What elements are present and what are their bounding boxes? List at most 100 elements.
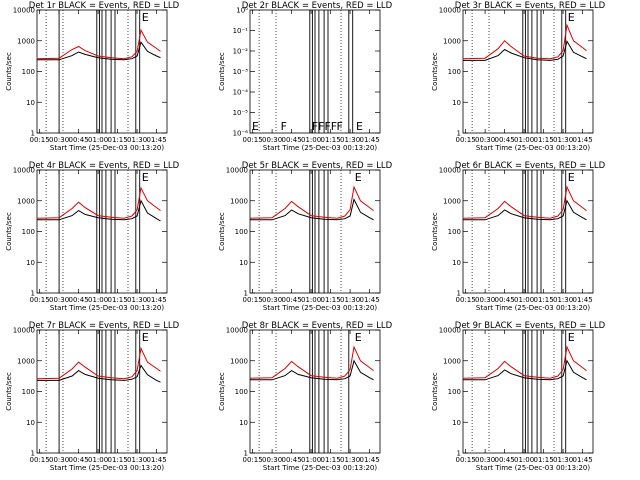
x-tick-label: 01:30: [340, 136, 360, 144]
x-tick-label: 00:30: [49, 296, 69, 304]
x-tick-label: 01:30: [553, 136, 573, 144]
x-axis-label: Start Time (25-Dec-03 00:13:20): [50, 144, 164, 152]
annotation-label: F: [281, 120, 287, 133]
x-tick-label: 01:30: [553, 456, 573, 464]
x-tick-label: 01:00: [88, 136, 108, 144]
y-axis-label: Counts/sec: [5, 372, 13, 411]
series-line-lld: [36, 186, 161, 219]
y-tick-label: 10⁻¹: [233, 27, 249, 35]
chart-title: Det 2r BLACK = Events, RED = LLD: [242, 1, 393, 11]
y-tick-label: 10000: [13, 327, 35, 335]
x-tick-label: 00:45: [495, 456, 515, 464]
y-tick-label: 100: [22, 68, 35, 76]
x-tick-label: 00:30: [475, 136, 495, 144]
y-tick-label: 1000: [17, 357, 35, 365]
x-tick-label: 00:45: [69, 456, 89, 464]
series-line-events: [463, 199, 587, 221]
x-tick-label: 00:15: [456, 456, 476, 464]
x-tick-label: 00:30: [475, 296, 495, 304]
x-tick-label: 01:45: [360, 296, 380, 304]
series-line-lld: [36, 346, 161, 380]
y-tick-label: 1000: [443, 357, 461, 365]
x-tick-label: 01:00: [88, 296, 108, 304]
y-tick-label: 10: [239, 419, 248, 427]
series-line-lld: [249, 185, 374, 219]
y-tick-label: 10: [452, 259, 461, 267]
y-tick-label: 10: [26, 419, 35, 427]
chart-panel-8: Det 8r BLACK = Events, RED = LLD 00:15 00:…: [218, 321, 393, 472]
series-line-events: [37, 199, 161, 222]
y-tick-label: 1: [457, 290, 461, 298]
x-tick-label: 00:30: [262, 456, 282, 464]
y-tick-label: 1: [31, 290, 35, 298]
x-tick-label: 00:45: [69, 136, 89, 144]
x-tick-label: 01:30: [127, 136, 147, 144]
chart-title: Det 7r BLACK = Events, RED = LLD: [29, 321, 180, 331]
series-line-events: [250, 359, 374, 381]
y-tick-label: 10: [452, 99, 461, 107]
series-line-events: [37, 364, 161, 383]
x-tick-label: 00:15: [243, 136, 263, 144]
x-tick-label: 01:15: [321, 296, 341, 304]
annotation-label: E: [252, 120, 259, 133]
y-tick-label: 1: [31, 450, 35, 458]
series-line-lld: [249, 345, 374, 379]
y-tick-label: 10000: [13, 167, 35, 175]
annotation-label: E: [142, 11, 149, 24]
y-tick-label: 1: [31, 130, 35, 138]
x-tick-label: 01:15: [108, 456, 128, 464]
y-tick-label: 10000: [439, 7, 461, 15]
y-tick-label: 10000: [226, 327, 248, 335]
x-tick-label: 01:15: [534, 296, 554, 304]
annotation-label: E: [568, 11, 575, 24]
x-tick-label: 00:45: [495, 136, 515, 144]
y-tick-label: 10000: [439, 327, 461, 335]
chart-title: Det 6r BLACK = Events, RED = LLD: [455, 161, 606, 171]
chart-title: Det 4r BLACK = Events, RED = LLD: [29, 161, 180, 171]
chart-title: Det 9r BLACK = Events, RED = LLD: [455, 321, 606, 331]
series-line-events: [37, 41, 161, 61]
annotation-label: E: [568, 331, 575, 344]
x-tick-label: 01:15: [534, 136, 554, 144]
y-tick-label: 10: [239, 259, 248, 267]
y-tick-label: 1000: [17, 197, 35, 205]
x-tick-label: 00:45: [282, 296, 302, 304]
x-tick-label: 00:45: [282, 136, 302, 144]
series-line-events: [463, 40, 587, 61]
x-axis-label: Start Time (25-Dec-03 00:13:20): [476, 304, 590, 312]
y-tick-label: 10: [26, 99, 35, 107]
x-tick-label: 01:45: [360, 136, 380, 144]
series-line-lld: [462, 185, 587, 219]
x-tick-label: 00:15: [243, 456, 263, 464]
y-tick-label: 100: [448, 388, 461, 396]
x-tick-label: 01:30: [127, 456, 147, 464]
x-tick-label: 01:00: [514, 296, 534, 304]
x-axis-label: Start Time (25-Dec-03 00:13:20): [476, 464, 590, 472]
annotation-label: F: [337, 120, 343, 133]
x-tick-label: 01:45: [573, 136, 593, 144]
y-tick-label: 10⁻⁴: [233, 89, 249, 97]
x-tick-label: 00:15: [30, 136, 50, 144]
annotation-label: E: [568, 171, 575, 184]
x-tick-label: 00:30: [49, 456, 69, 464]
y-tick-label: 100: [22, 388, 35, 396]
x-tick-label: 01:00: [301, 456, 321, 464]
y-tick-label: 100: [235, 228, 248, 236]
y-tick-label: 1000: [443, 37, 461, 45]
x-tick-label: 00:15: [243, 296, 263, 304]
y-axis-label: Counts/sec: [431, 52, 439, 91]
x-tick-label: 01:00: [301, 296, 321, 304]
chart-title: Det 8r BLACK = Events, RED = LLD: [242, 321, 393, 331]
y-axis-label: Counts/sec: [218, 212, 226, 251]
annotation-label: E: [355, 331, 362, 344]
y-tick-label: 10000: [13, 7, 35, 15]
x-tick-label: 00:15: [456, 296, 476, 304]
y-tick-label: 1000: [443, 197, 461, 205]
y-tick-label: 10⁻³: [233, 68, 249, 76]
y-tick-label: 1: [244, 290, 248, 298]
chart-title: Det 3r BLACK = Events, RED = LLD: [455, 1, 606, 11]
y-tick-label: 1000: [17, 37, 35, 45]
